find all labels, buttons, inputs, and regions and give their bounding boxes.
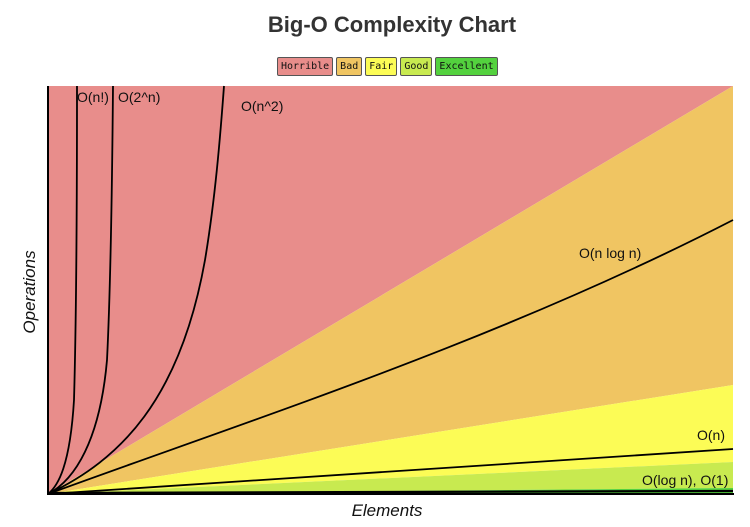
region-good	[48, 462, 733, 494]
label-log-constant: O(log n), O(1)	[642, 472, 728, 488]
curve-exponential	[47, 85, 114, 495]
region-bad	[48, 86, 733, 494]
y-axis-label: Operations	[20, 250, 39, 334]
legend-item-fair: Fair	[365, 57, 398, 76]
label-factorial: O(n!)	[77, 89, 109, 105]
curve-quadratic	[47, 85, 225, 495]
region-fair	[48, 385, 733, 494]
legend: Horrible Bad Fair Good Excellent	[277, 57, 498, 76]
curve-factorial	[47, 85, 78, 495]
curve-linear	[47, 448, 734, 495]
curve-nlogn	[47, 219, 734, 495]
label-linear: O(n)	[697, 427, 725, 443]
label-nlogn: O(n log n)	[579, 245, 641, 261]
legend-item-bad: Bad	[336, 57, 363, 76]
x-axis-label: Elements	[351, 501, 423, 520]
legend-item-excellent: Excellent	[435, 57, 498, 76]
label-quadratic: O(n^2)	[241, 98, 283, 114]
chart-title: Big-O Complexity Chart	[267, 12, 517, 37]
legend-item-good: Good	[400, 57, 433, 76]
legend-item-horrible: Horrible	[277, 57, 334, 76]
curve-log-constant	[47, 489, 734, 495]
label-exponential: O(2^n)	[118, 89, 160, 105]
